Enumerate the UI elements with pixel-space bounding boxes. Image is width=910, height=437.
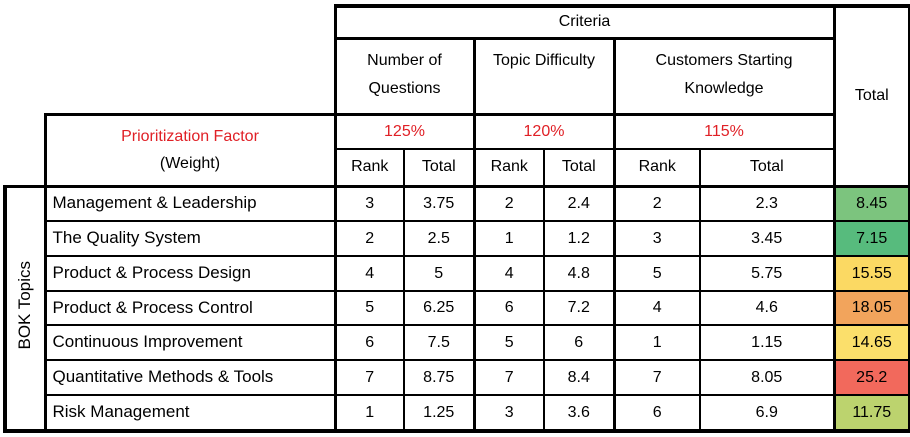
prioritization-factor-cell: Prioritization Factor (Weight) xyxy=(43,112,337,188)
left-spacer xyxy=(5,114,45,186)
rank-cell: 4 xyxy=(472,255,545,292)
criterion-customers-starting-knowledge: Customers Starting Knowledge xyxy=(612,37,835,116)
rank-cell: 5 xyxy=(333,289,405,327)
score-cell: 8.05 xyxy=(699,359,835,396)
score-cell: 3.45 xyxy=(699,220,835,258)
score-cell: 7.5 xyxy=(403,324,475,362)
bok-topics-label: BOK Topics xyxy=(3,184,47,433)
criteria-names-row: Number of Questions Topic Difficulty Cus… xyxy=(5,37,910,116)
total-subheader: Total xyxy=(699,148,835,188)
rank-cell: 3 xyxy=(472,393,545,434)
total-cell: 11.75 xyxy=(832,393,910,434)
score-cell: 7.2 xyxy=(543,289,615,327)
rank-cell: 6 xyxy=(612,393,701,434)
score-cell: 1.2 xyxy=(543,220,615,258)
score-cell: 3.6 xyxy=(543,393,615,434)
weight-number-of-questions: 125% xyxy=(333,113,475,150)
criterion-topic-difficulty: Topic Difficulty xyxy=(472,37,615,116)
table-row: Risk Management 1 1.25 3 3.6 6 6.9 11.75 xyxy=(5,393,910,434)
rank-cell: 4 xyxy=(612,289,701,327)
topic-cell: The Quality System xyxy=(44,220,336,258)
weight-customers-starting-knowledge: 115% xyxy=(612,113,835,150)
rank-subheader: Rank xyxy=(612,148,701,188)
total-cell: 18.05 xyxy=(832,289,910,327)
score-cell: 2.5 xyxy=(403,220,475,258)
topic-cell: Management & Leadership xyxy=(44,184,336,223)
table-row: Product & Process Design 4 5 4 4.8 5 5.7… xyxy=(5,255,910,292)
rank-cell: 3 xyxy=(333,184,405,223)
topic-cell: Continuous Improvement xyxy=(44,324,336,362)
score-cell: 5.75 xyxy=(699,255,835,292)
table-row: BOK Topics Management & Leadership 3 3.7… xyxy=(3,184,910,433)
rank-cell: 5 xyxy=(612,255,701,292)
topic-cell: Product & Process Control xyxy=(44,289,336,327)
rank-cell: 7 xyxy=(333,359,405,396)
rank-subheader: Rank xyxy=(333,148,405,188)
rank-cell: 5 xyxy=(472,324,545,362)
total-subheader: Total xyxy=(543,148,615,188)
rank-subheader: Rank xyxy=(472,148,545,188)
rank-cell: 1 xyxy=(472,220,545,258)
total-cell: 14.65 xyxy=(832,324,910,362)
weight-topic-difficulty: 120% xyxy=(472,113,615,150)
prioritization-matrix: Criteria Total Number of Questions Topic… xyxy=(3,4,910,434)
score-cell: 1.25 xyxy=(403,393,475,434)
rank-cell: 2 xyxy=(612,184,701,223)
score-cell: 3.75 xyxy=(403,184,475,223)
table-row: Quantitative Methods & Tools 7 8.75 7 8.… xyxy=(5,359,910,396)
score-cell: 6.25 xyxy=(403,289,475,327)
table-row: The Quality System 2 2.5 1 1.2 3 3.45 7.… xyxy=(5,220,910,258)
criteria-header-row: Criteria Total xyxy=(5,4,910,188)
rank-cell: 7 xyxy=(472,359,545,396)
topic-cell: Quantitative Methods & Tools xyxy=(44,359,336,396)
total-cell: 15.55 xyxy=(832,255,910,292)
score-cell: 8.4 xyxy=(543,359,615,396)
weight-label: (Weight) xyxy=(159,155,221,172)
total-subheader: Total xyxy=(403,148,475,188)
score-cell: 8.75 xyxy=(403,359,475,396)
score-cell: 6.9 xyxy=(699,393,835,434)
score-cell: 6 xyxy=(543,324,615,362)
rank-cell: 1 xyxy=(333,393,405,434)
rank-cell: 2 xyxy=(333,220,405,258)
topic-cell: Risk Management xyxy=(44,393,336,434)
score-cell: 2.4 xyxy=(543,184,615,223)
table-row: Product & Process Control 5 6.25 6 7.2 4… xyxy=(5,289,910,327)
rank-cell: 2 xyxy=(472,184,545,223)
total-cell: 25.2 xyxy=(832,359,910,396)
rank-cell: 1 xyxy=(612,324,701,362)
weight-row: Prioritization Factor (Weight) 125% 120%… xyxy=(5,112,910,188)
top-left-spacer xyxy=(5,6,335,114)
prioritization-factor-label: Prioritization Factor xyxy=(121,127,259,145)
criterion-number-of-questions: Number of Questions xyxy=(333,37,475,116)
rank-cell: 7 xyxy=(612,359,701,396)
subheader-row: Rank Total Rank Total Rank Total xyxy=(5,148,910,188)
topic-cell: Product & Process Design xyxy=(44,255,336,292)
score-cell: 2.3 xyxy=(699,184,835,223)
score-cell: 4.8 xyxy=(543,255,615,292)
rank-cell: 3 xyxy=(612,220,701,258)
score-cell: 4.6 xyxy=(699,289,835,327)
score-cell: 1.15 xyxy=(699,324,835,362)
rank-cell: 6 xyxy=(472,289,545,327)
rank-cell: 4 xyxy=(333,255,405,292)
table-row: Continuous Improvement 6 7.5 5 6 1 1.15 … xyxy=(5,324,910,362)
criteria-header: Criteria xyxy=(333,4,835,40)
rank-cell: 6 xyxy=(333,324,405,362)
total-cell: 8.45 xyxy=(832,184,910,223)
total-cell: 7.15 xyxy=(832,220,910,258)
total-column-header: Total xyxy=(832,4,910,188)
score-cell: 5 xyxy=(403,255,475,292)
